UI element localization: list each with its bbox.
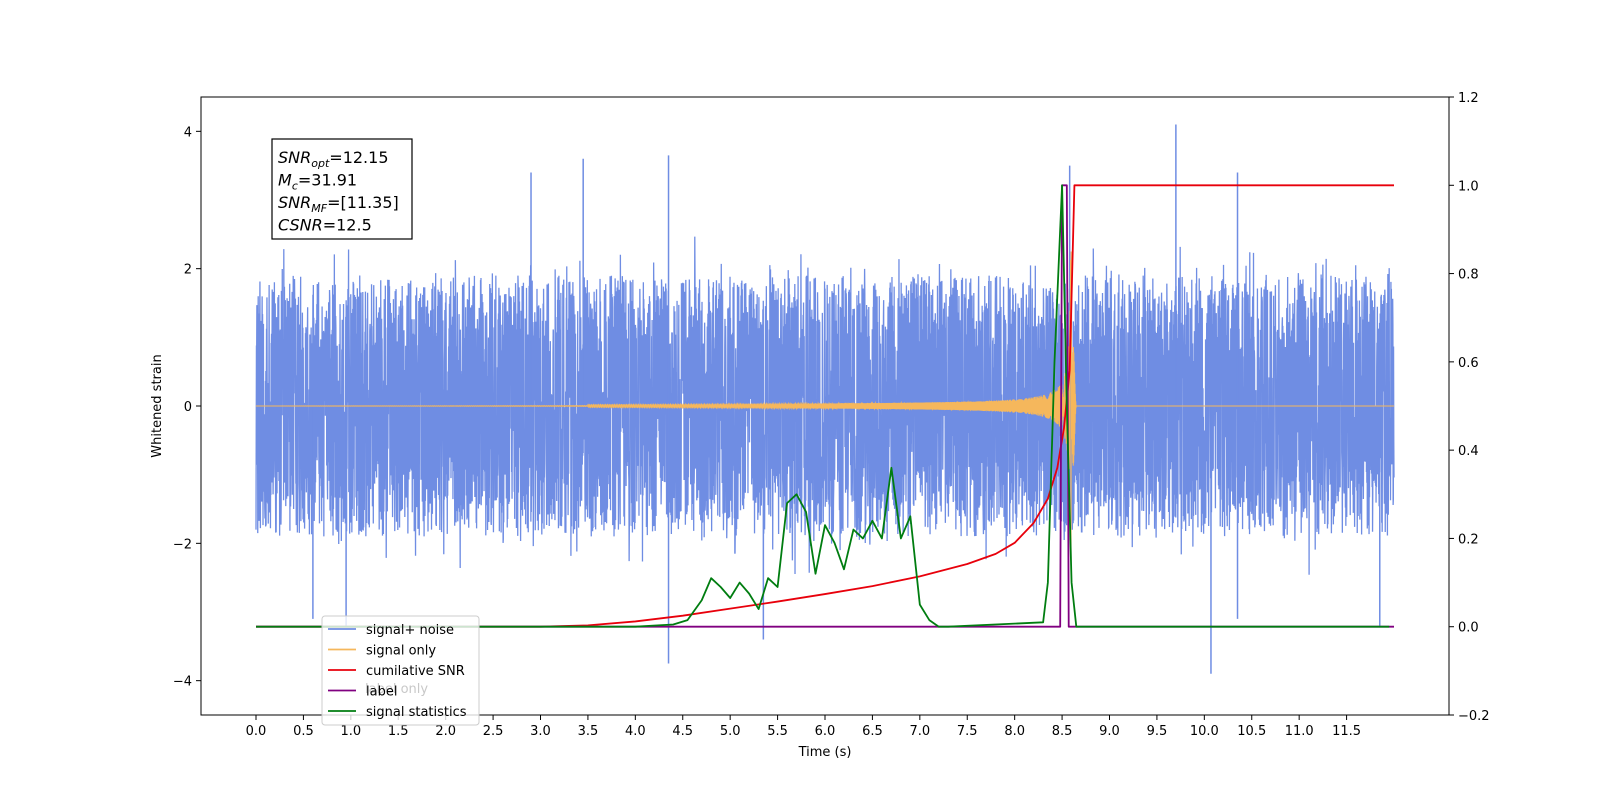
- y2-tick-label: 0.6: [1458, 356, 1479, 371]
- y-tick-label: −4: [173, 675, 192, 690]
- x-tick-label: 3.5: [578, 724, 599, 739]
- annotation-line: SNRopt=12.15: [278, 148, 389, 170]
- x-tick-label: 2.5: [483, 724, 504, 739]
- annotation-frame: [271, 138, 413, 240]
- annotation-line: CSNR=12.5: [278, 216, 372, 235]
- y-axis-right: −0.2 0.0 0.2 0.4 0.6 0.8 1.0 1.2: [1449, 91, 1490, 724]
- y2-tick-label: 0.8: [1458, 268, 1479, 283]
- x-tick-label: 9.0: [1099, 724, 1120, 739]
- x-tick-label: 8.5: [1052, 724, 1073, 739]
- stats-annotation-box: SNRopt=12.15Mc=31.91SNRMF=[11.35]CSNR=12…: [271, 138, 413, 240]
- x-tick-label: 6.5: [862, 724, 883, 739]
- x-tick-label: 1.5: [388, 724, 409, 739]
- legend-entry-label: signal statistics: [366, 705, 467, 720]
- legend-ghost-text: label only: [365, 682, 428, 697]
- legend: label only signal+ noise signal only cumila…: [321, 615, 480, 726]
- series-signal-statistics-line: [256, 184, 1390, 628]
- x-tick-label: 5.0: [720, 724, 741, 739]
- x-tick-label: 4.5: [672, 724, 693, 739]
- x-tick-label: 7.5: [957, 724, 978, 739]
- legend-entry-label: cumilative SNR: [366, 664, 465, 679]
- x-tick-label: 11.0: [1285, 724, 1314, 739]
- legend-entry-label: signal only: [366, 644, 436, 659]
- legend-frame: [321, 615, 480, 726]
- x-tick-label: 0.5: [293, 724, 314, 739]
- y-tick-label: 4: [184, 125, 192, 140]
- y-tick-label: 2: [184, 263, 192, 278]
- x-tick-label: 1.0: [340, 724, 361, 739]
- x-tick-label: 7.0: [909, 724, 930, 739]
- plot-area: [255, 124, 1395, 674]
- x-axis: 0.0 0.5 1.0 1.5 2.0 2.5 3.0 3.5 4.0 4.5 5.0 5.5 6.0 6…: [246, 715, 1361, 739]
- y2-tick-label: 0.4: [1458, 444, 1479, 459]
- y-tick-label: 0: [184, 400, 192, 415]
- x-tick-label: 9.5: [1147, 724, 1168, 739]
- series-signal-noise-line: [255, 236, 1395, 575]
- x-tick-label: 4.0: [625, 724, 646, 739]
- y2-tick-label: −0.2: [1458, 709, 1490, 724]
- legend-entry-label: label: [366, 685, 397, 700]
- x-axis-label: Time (s): [798, 745, 852, 760]
- x-tick-label: 8.0: [1004, 724, 1025, 739]
- series-signal-only-line: [256, 251, 1394, 559]
- y2-tick-label: 1.2: [1458, 91, 1479, 106]
- y-axis-left: −4 −2 0 2 4: [173, 125, 201, 690]
- x-tick-label: 6.0: [815, 724, 836, 739]
- x-tick-label: 10.0: [1190, 724, 1219, 739]
- y-axis-label: Whitened strain: [150, 354, 165, 457]
- legend-entry-label: signal+ noise: [366, 623, 454, 638]
- y-tick-label: −2: [173, 537, 192, 552]
- annotation-line: SNRMF=[11.35]: [278, 193, 399, 215]
- y2-tick-label: 0.0: [1458, 621, 1479, 636]
- x-tick-label: 2.0: [435, 724, 456, 739]
- annotation-line: Mc=31.91: [278, 171, 357, 193]
- x-tick-label: 11.5: [1332, 724, 1361, 739]
- x-tick-label: 5.5: [767, 724, 788, 739]
- y2-tick-label: 1.0: [1458, 179, 1479, 194]
- x-tick-label: 3.0: [530, 724, 551, 739]
- series-signal-noise-spikes: [312, 124, 1381, 674]
- x-tick-label: 10.5: [1237, 724, 1266, 739]
- x-tick-label: 0.0: [246, 724, 267, 739]
- y2-tick-label: 0.2: [1458, 532, 1479, 547]
